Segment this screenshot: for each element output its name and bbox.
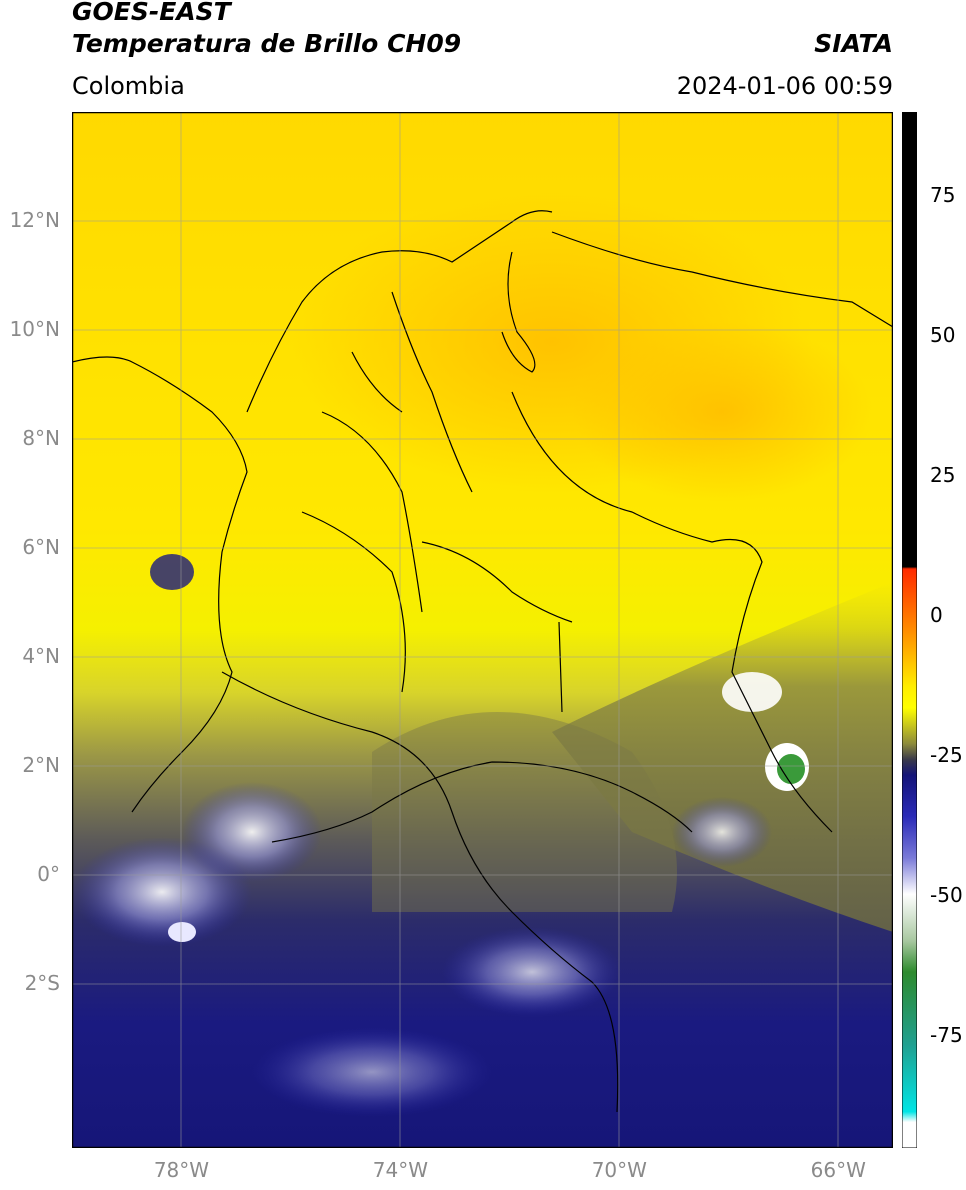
green-core [777,754,805,784]
cold-cloud-3 [442,927,622,1017]
lat-tick-label: 4°N [22,644,60,669]
lat-tick-label: 12°N [9,208,60,233]
cold-cloud-5 [722,672,782,712]
satellite-map [72,112,893,1148]
cold-cloud-6 [168,922,196,942]
lon-tick-label: 70°W [591,1158,647,1182]
lat-tick-label: 0° [37,862,60,887]
central-cloud-band [372,712,677,912]
title-line1: GOES-EAST [72,0,231,26]
brand-label: SIATA [814,29,893,58]
lat-tick-label: 10°N [9,317,60,342]
cold-cloud-4 [672,797,772,867]
lon-tick-label: 74°W [372,1158,428,1182]
colorbar-tick-label: 50 [930,323,956,347]
title-line2: Temperatura de Brillo CH09 [72,29,462,58]
east-cloud-band [552,582,893,932]
lat-tick-label: 2°N [22,753,60,778]
lat-tick-label: 2°S [24,971,60,996]
map-frame [72,112,893,1148]
cold-cloud-8 [150,554,194,590]
colorbar-gradient [902,112,917,1148]
colorbar-tick-label: -25 [930,743,963,767]
borders [72,210,893,1113]
lon-tick-label: 78°W [153,1158,210,1182]
colorbar [902,112,917,1148]
region-label: Colombia [72,72,185,100]
colorbar-tick-label: 75 [930,183,956,207]
colorbar-tick-label: -75 [930,1023,963,1047]
warm-area-east [572,322,872,502]
datetime-label: 2024-01-06 00:59 [676,72,893,100]
cold-cloud-2 [182,782,322,882]
lat-tick-label: 6°N [22,535,60,560]
lon-tick-label: 66°W [810,1158,866,1182]
lat-tick-label: 8°N [22,426,60,451]
colorbar-tick-label: -50 [930,883,963,907]
cold-cloud-7 [252,1027,492,1117]
colorbar-tick-label: 0 [930,603,943,627]
gridlines [72,112,893,1148]
colorbar-tick-label: 25 [930,463,956,487]
